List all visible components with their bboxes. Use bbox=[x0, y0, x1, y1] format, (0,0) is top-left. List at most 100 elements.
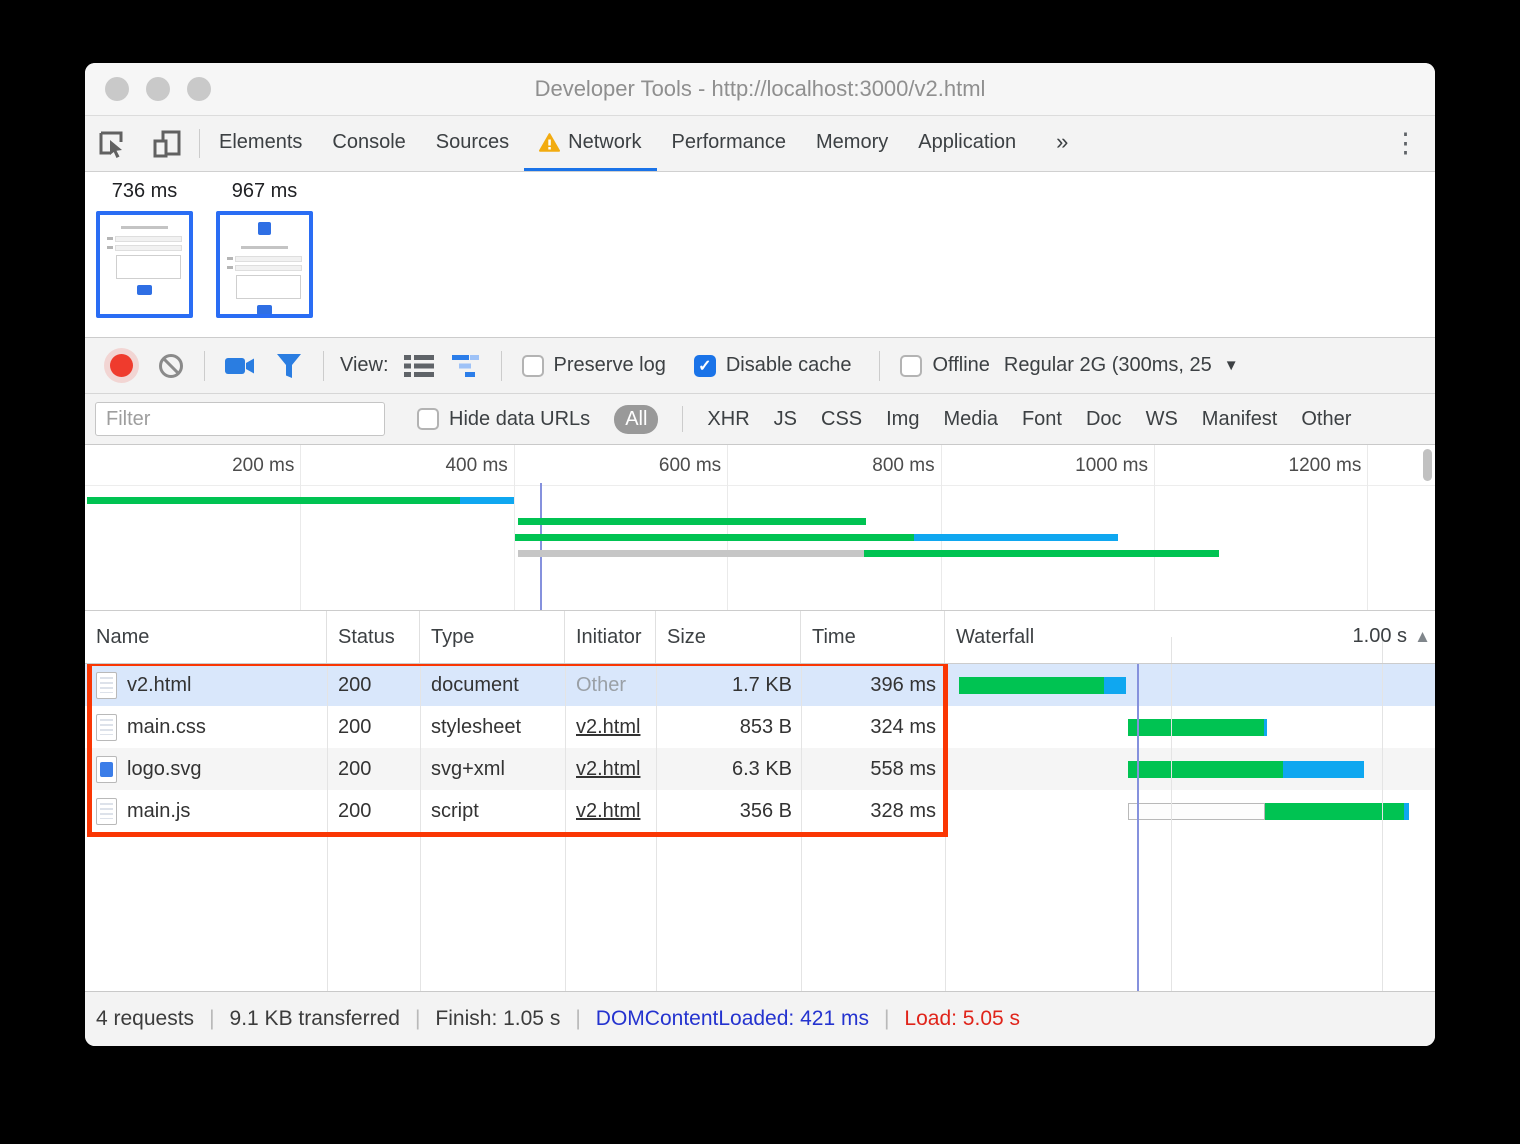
filter-type-doc[interactable]: Doc bbox=[1085, 407, 1122, 430]
column-header-initiator[interactable]: Initiator bbox=[565, 611, 656, 663]
filter-type-font[interactable]: Font bbox=[1021, 407, 1062, 430]
waterfall-scale-label: 1.00 s bbox=[1352, 625, 1407, 647]
record-network-log-button[interactable] bbox=[95, 354, 148, 377]
offline-checkbox[interactable] bbox=[900, 354, 923, 377]
filter-type-img[interactable]: Img bbox=[886, 407, 920, 430]
request-row-logo.svg[interactable]: logo.svg 200 svg+xml v2.html 6.3 KB 558 ms bbox=[85, 748, 1435, 790]
offline-toggle[interactable]: Offline bbox=[890, 354, 999, 377]
filter-input[interactable] bbox=[95, 402, 385, 436]
minimize-window-button[interactable] bbox=[146, 77, 170, 101]
capture-screenshots-button[interactable] bbox=[215, 353, 265, 379]
request-time-cell: 324 ms bbox=[870, 715, 936, 738]
initiator-link[interactable]: v2.html bbox=[576, 715, 641, 738]
overview-bar-segment bbox=[460, 497, 514, 504]
filter-toggle-button[interactable] bbox=[265, 352, 313, 380]
divider bbox=[682, 406, 684, 432]
summary-item: DOMContentLoaded: 421 ms bbox=[595, 1007, 869, 1030]
filter-type-xhr[interactable]: XHR bbox=[707, 407, 750, 430]
tab-application[interactable]: Application bbox=[903, 116, 1031, 171]
use-large-rows-button[interactable] bbox=[395, 354, 443, 378]
request-status-cell: 200 bbox=[338, 757, 372, 780]
filter-type-js[interactable]: JS bbox=[773, 407, 797, 430]
clear-network-log-button[interactable] bbox=[148, 352, 194, 380]
sort-ascending-icon: ▲ bbox=[1414, 627, 1431, 646]
tab-performance[interactable]: Performance bbox=[657, 116, 802, 171]
filmstrip-screenshot[interactable] bbox=[216, 211, 313, 318]
initiator-link[interactable]: v2.html bbox=[576, 757, 641, 780]
overview-bar-segment bbox=[87, 497, 461, 504]
tab-label: Application bbox=[918, 130, 1017, 153]
waterfall-overview-icon bbox=[451, 354, 479, 377]
filter-type-ws[interactable]: WS bbox=[1145, 407, 1178, 430]
request-type-cell: script bbox=[431, 799, 479, 822]
close-window-button[interactable] bbox=[105, 77, 129, 101]
request-status-cell: 200 bbox=[338, 715, 372, 738]
ruler-baseline bbox=[85, 485, 1435, 486]
waterfall-bar-blue bbox=[1263, 719, 1267, 736]
request-row-v2.html[interactable]: v2.html 200 document Other 1.7 KB 396 ms bbox=[85, 664, 1435, 706]
overview-scrollbar-thumb[interactable] bbox=[1423, 449, 1432, 481]
initiator-link[interactable]: v2.html bbox=[576, 799, 641, 822]
filter-type-manifest[interactable]: Manifest bbox=[1201, 407, 1278, 430]
tab-elements[interactable]: Elements bbox=[204, 116, 317, 171]
filter-type-css[interactable]: CSS bbox=[821, 407, 863, 430]
inspect-element-button[interactable] bbox=[85, 116, 139, 171]
filmstrip-screenshot-preview bbox=[220, 215, 309, 314]
overview-bar-segment bbox=[913, 534, 1118, 541]
disable-cache-toggle[interactable]: ✓ Disable cache bbox=[684, 354, 862, 377]
request-status-cell: 200 bbox=[338, 673, 372, 696]
column-header-status[interactable]: Status bbox=[327, 611, 420, 663]
request-name-cell: v2.html bbox=[85, 664, 327, 706]
view-label: View: bbox=[340, 354, 389, 376]
request-time-cell: 396 ms bbox=[870, 673, 936, 696]
hide-data-urls-checkbox[interactable] bbox=[417, 408, 439, 430]
column-header-waterfall[interactable]: Waterfall 1.00 s ▲ bbox=[945, 611, 1435, 663]
tab-memory[interactable]: Memory bbox=[801, 116, 903, 171]
camera-icon bbox=[225, 357, 254, 374]
column-header-size[interactable]: Size bbox=[656, 611, 801, 663]
overview-tick-label: 200 ms bbox=[232, 455, 295, 476]
request-size-cell: 356 B bbox=[739, 799, 792, 822]
waterfall-bar-green bbox=[1128, 761, 1283, 778]
disable-cache-checkbox[interactable]: ✓ bbox=[693, 354, 716, 377]
filter-type-media[interactable]: Media bbox=[943, 407, 998, 430]
column-header-label: Waterfall bbox=[956, 625, 1035, 648]
tab-label: Memory bbox=[816, 130, 889, 153]
request-time-cell: 328 ms bbox=[870, 799, 936, 822]
filter-type-other[interactable]: Other bbox=[1301, 407, 1352, 430]
hide-data-urls-toggle[interactable]: Hide data URLs bbox=[411, 408, 596, 431]
request-initiator-cell: v2.html bbox=[565, 748, 656, 790]
tab-console[interactable]: Console bbox=[317, 116, 420, 171]
network-overview-timeline[interactable]: 200 ms 400 ms 600 ms 800 ms 1000 ms 1200 ms bbox=[85, 445, 1435, 611]
preserve-log-toggle[interactable]: Preserve log bbox=[512, 354, 676, 377]
request-type-cell: stylesheet bbox=[431, 715, 522, 738]
preserve-log-checkbox[interactable] bbox=[521, 354, 544, 377]
overview-gridline bbox=[940, 445, 942, 610]
request-row-main.css[interactable]: main.css 200 stylesheet v2.html 853 B 324 ms bbox=[85, 706, 1435, 748]
more-tabs-button[interactable]: » bbox=[1031, 116, 1093, 171]
filmstrip-screenshot[interactable] bbox=[96, 211, 193, 318]
filter-type-all[interactable]: All bbox=[614, 404, 659, 434]
request-name: main.js bbox=[127, 799, 191, 822]
devtools-tab-bar: Elements Console Sources Network Performance… bbox=[85, 116, 1435, 172]
disable-cache-label: Disable cache bbox=[725, 354, 852, 376]
zoom-window-button[interactable] bbox=[187, 77, 211, 101]
summary-item: Load: 5.05 s bbox=[904, 1007, 1021, 1030]
column-header-name[interactable]: Name bbox=[85, 611, 327, 663]
request-name-cell: main.css bbox=[85, 706, 327, 748]
column-separator bbox=[945, 664, 946, 991]
tab-sources[interactable]: Sources bbox=[421, 116, 524, 171]
column-separator bbox=[327, 664, 328, 991]
hide-data-urls-label: Hide data URLs bbox=[449, 407, 591, 430]
column-header-label: Name bbox=[96, 625, 150, 648]
request-name: main.css bbox=[127, 715, 206, 738]
show-overview-button[interactable] bbox=[443, 354, 491, 378]
column-header-type[interactable]: Type bbox=[420, 611, 565, 663]
network-throttling-select[interactable]: Regular 2G (300ms, 25 ▼ bbox=[1000, 354, 1243, 377]
devtools-menu-button[interactable]: ⋮ bbox=[1392, 128, 1419, 158]
request-row-main.js[interactable]: main.js 200 script v2.html 356 B 328 ms bbox=[85, 790, 1435, 832]
tab-network[interactable]: Network bbox=[524, 116, 657, 171]
column-header-time[interactable]: Time bbox=[801, 611, 945, 663]
request-initiator-cell: v2.html bbox=[565, 706, 656, 748]
toggle-device-toolbar-button[interactable] bbox=[139, 116, 195, 171]
